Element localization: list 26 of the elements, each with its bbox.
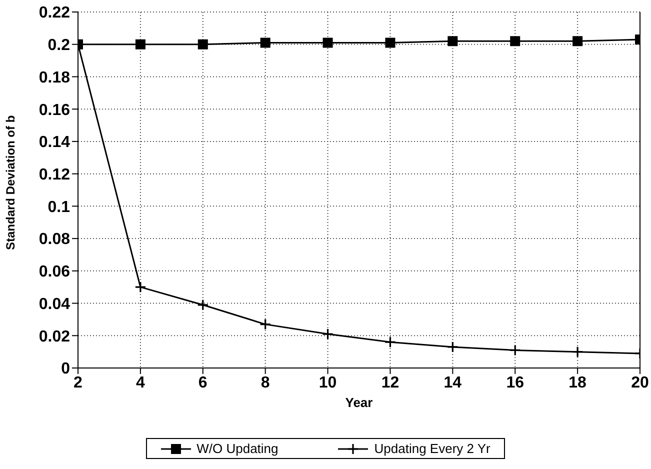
y-axis-title: Standard Deviation of b xyxy=(3,115,18,250)
y-tick-label: 0.14 xyxy=(38,134,70,152)
y-tick-label: 0 xyxy=(61,360,70,378)
x-tick-label: 18 xyxy=(568,374,587,392)
x-tick-label: 14 xyxy=(444,374,462,392)
x-tick-label: 20 xyxy=(631,374,649,392)
x-tick-label: 16 xyxy=(506,374,524,392)
x-axis-title: Year xyxy=(345,395,373,410)
legend-label: Updating Every 2 Yr xyxy=(374,441,490,456)
x-tick-label: 6 xyxy=(198,374,208,392)
y-tick-label: 0.08 xyxy=(38,231,70,248)
y-tick-label: 0.1 xyxy=(48,198,70,216)
x-tick-label: 12 xyxy=(381,374,400,392)
y-tick-label: 0.18 xyxy=(38,69,70,86)
y-tick-label: 0.04 xyxy=(38,296,70,313)
y-tick-label: 0.02 xyxy=(38,328,70,346)
x-tick-label: 8 xyxy=(260,374,270,392)
x-tick-label: 4 xyxy=(136,374,145,392)
legend-label: W/O Updating xyxy=(196,441,278,456)
y-tick-label: 0.16 xyxy=(38,102,70,119)
y-tick-label: 0.22 xyxy=(38,4,70,22)
y-tick-label: 0.2 xyxy=(48,37,70,54)
y-tick-label: 0.12 xyxy=(38,166,70,184)
x-tick-label: 10 xyxy=(318,374,337,392)
y-tick-label: 0.06 xyxy=(38,264,70,281)
x-tick-label: 2 xyxy=(74,374,83,392)
